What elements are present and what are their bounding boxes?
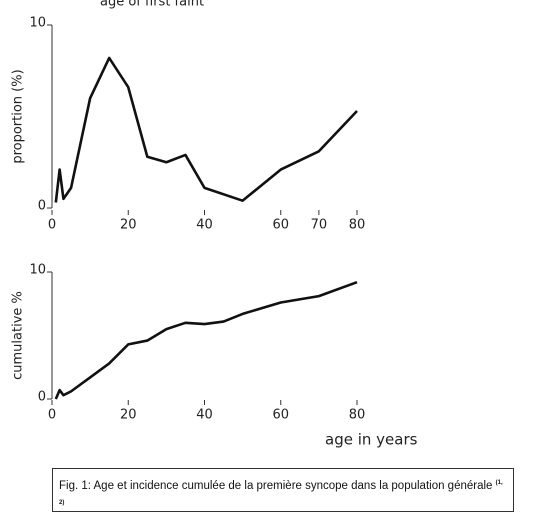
y-tick-label: 10 bbox=[29, 263, 46, 278]
x-tick-label: 0 bbox=[48, 408, 56, 423]
caption: Fig. 1: Age et incidence cumulée de la p… bbox=[52, 468, 514, 512]
x-tick-label: 80 bbox=[349, 218, 366, 233]
x-tick-label: 60 bbox=[272, 218, 289, 233]
line-series bbox=[54, 280, 358, 400]
chart-title: age of first faint bbox=[100, 0, 204, 10]
y-axis-label: proportion (%) bbox=[11, 69, 26, 163]
caption-text: Fig. 1: Age et incidence cumulée de la p… bbox=[59, 479, 493, 492]
x-tick-label: 70 bbox=[311, 218, 328, 233]
y-tick-label: 0 bbox=[38, 199, 46, 214]
chart: 0 10 0 20 40 60 70 80 age of first faint proporti… bbox=[11, 0, 418, 449]
x-tick-label: 40 bbox=[196, 408, 213, 423]
x-axis-label: age in years bbox=[325, 431, 418, 449]
x-tick-label: 80 bbox=[349, 408, 366, 423]
x-tick-label: 20 bbox=[120, 218, 137, 233]
y-axis-label: cumulative % bbox=[11, 291, 26, 380]
line-series bbox=[54, 56, 358, 203]
x-tick-label: 20 bbox=[120, 408, 137, 423]
x-tick-label: 40 bbox=[196, 218, 213, 233]
x-tick-label: 0 bbox=[48, 218, 56, 233]
y-tick-label: 10 bbox=[29, 16, 46, 31]
y-tick-label: 0 bbox=[38, 390, 46, 405]
x-tick-label: 60 bbox=[272, 408, 289, 423]
caption-reference: (1, 2) bbox=[59, 480, 503, 506]
